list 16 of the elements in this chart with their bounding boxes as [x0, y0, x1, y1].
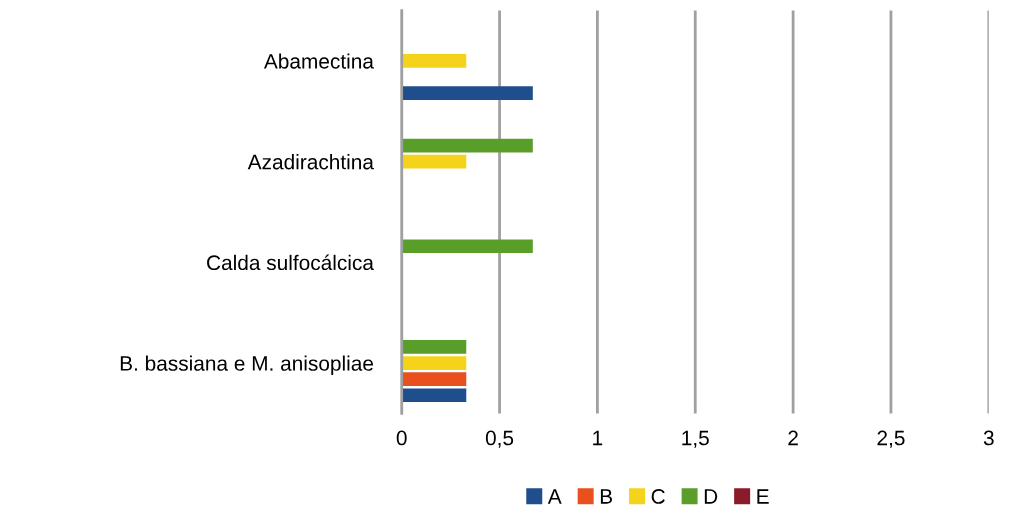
legend-label: A: [547, 489, 562, 504]
x-tick-label: 0,5: [485, 430, 514, 448]
y-tick-label: B. bassiana e M. anisopliae: [120, 355, 374, 375]
y-tick-label: Azadirachtina: [247, 154, 374, 170]
y-tick-label: Calda sulfocálcica: [207, 254, 374, 271]
legend-label: B: [600, 489, 612, 504]
x-tick-label: 2,5: [877, 430, 905, 448]
x-tick-label: 3: [983, 430, 994, 446]
legend-label: D: [704, 489, 718, 504]
legend-label: E: [757, 489, 769, 504]
x-tick-label: 1: [593, 430, 603, 446]
x-tick-label: 1,5: [682, 430, 709, 448]
legend-label: C: [651, 489, 665, 504]
y-tick-label: Abamectina: [263, 53, 374, 69]
x-tick-label: 0: [396, 430, 407, 446]
x-tick-label: 2: [788, 430, 798, 446]
